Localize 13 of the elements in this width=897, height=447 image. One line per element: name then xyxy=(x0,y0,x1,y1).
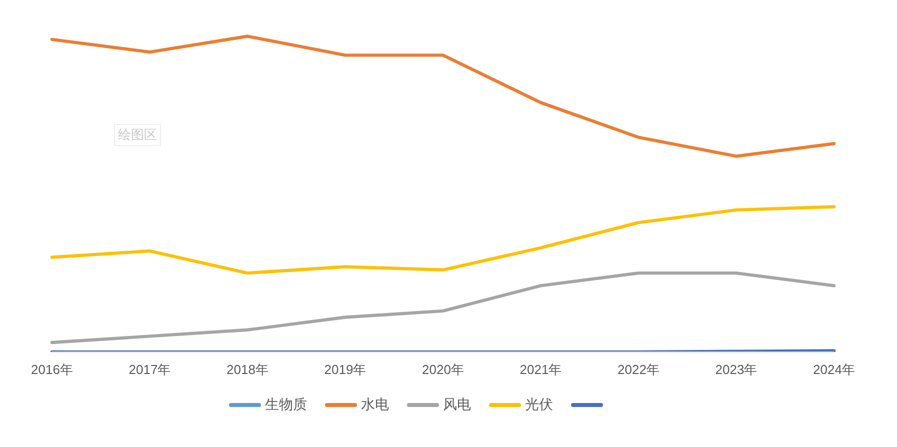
x-tick-label: 2018年 xyxy=(226,362,268,377)
legend-label: 水电 xyxy=(361,396,389,412)
legend-label: 光伏 xyxy=(525,396,553,412)
x-tick-label: 2021年 xyxy=(520,362,562,377)
legend-label: 风电 xyxy=(443,396,471,412)
x-tick-label: 2024年 xyxy=(813,362,855,377)
x-tick-label: 2019年 xyxy=(324,362,366,377)
x-tick-label: 2023年 xyxy=(715,362,758,377)
x-tick-label: 2017年 xyxy=(128,362,171,377)
x-tick-label: 2020年 xyxy=(422,362,464,377)
legend-label: 生物质 xyxy=(265,396,307,412)
x-tick-label: 2016年 xyxy=(31,362,73,377)
x-tick-label: 2022年 xyxy=(618,362,660,377)
